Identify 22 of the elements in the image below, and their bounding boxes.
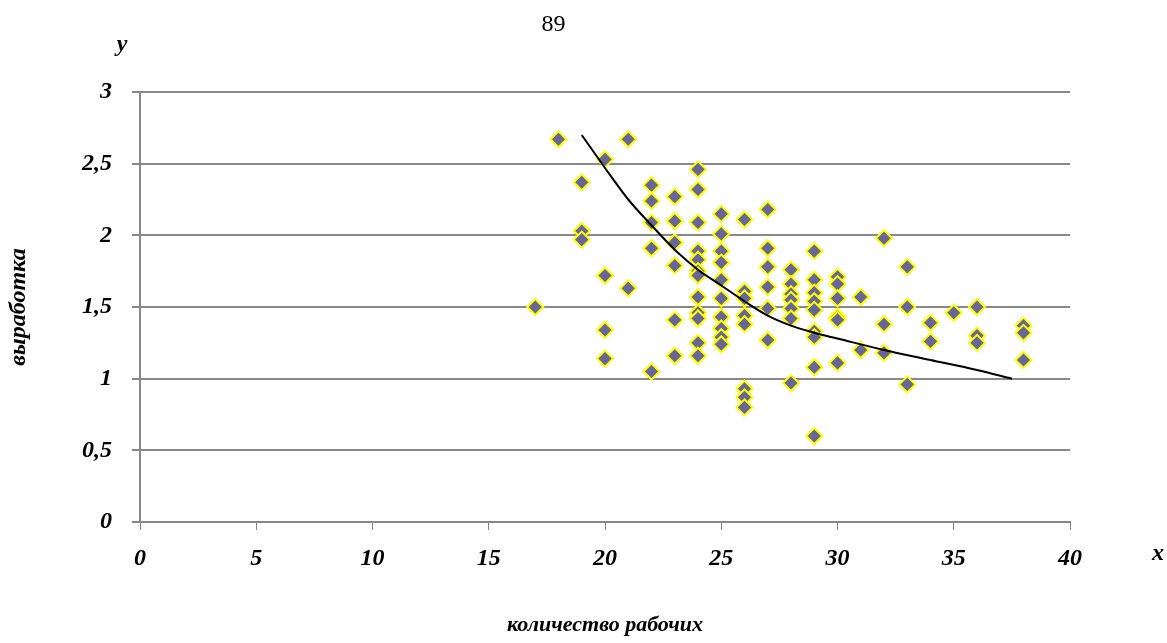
x-tick-label: 0 (134, 543, 146, 570)
x-tick-label: 25 (708, 543, 734, 570)
y-axis-title: выработка (3, 248, 30, 366)
y-tick-label: 1 (100, 363, 112, 390)
x-tick-label: 15 (476, 543, 501, 570)
x-tick-label: 10 (360, 543, 385, 570)
x-tick-label: 40 (1057, 543, 1082, 570)
x-tick-label: 35 (940, 543, 966, 570)
x-axis-title: количество рабочих (506, 611, 704, 637)
y-tick-label: 2 (99, 220, 112, 247)
text: x (1151, 539, 1164, 566)
y-tick-label: 2,5 (81, 148, 112, 175)
y-tick-label: 3 (99, 77, 112, 104)
y-tick-label: 0 (100, 507, 112, 534)
text: 89 (541, 10, 566, 37)
x-tick-label: 30 (824, 543, 850, 570)
x-tick-label: 20 (592, 543, 617, 570)
y-tick-label: 1,5 (82, 292, 112, 319)
x-tick-label: 5 (250, 543, 263, 570)
line-series (580, 134, 1013, 380)
y-tick-label: 0,5 (82, 435, 112, 462)
text: y (113, 30, 128, 57)
